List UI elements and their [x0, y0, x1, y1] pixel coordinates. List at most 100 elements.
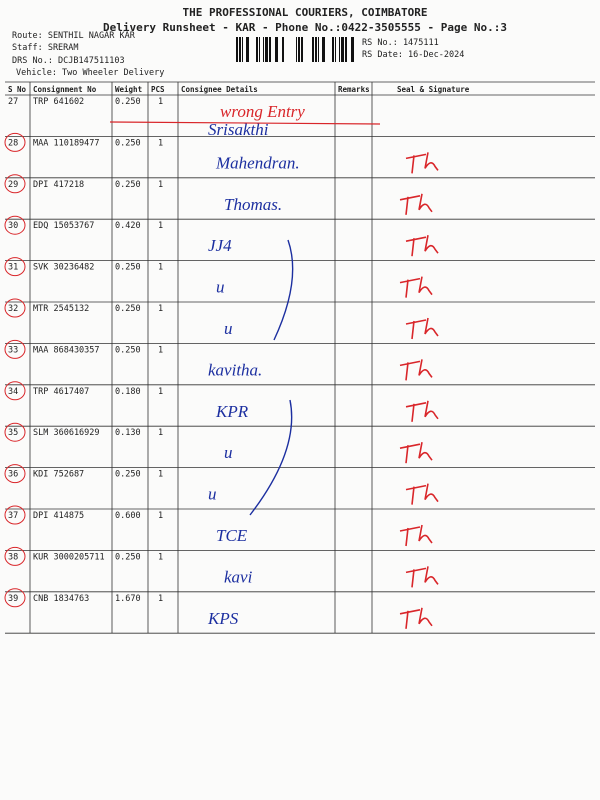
column-header: Consignment No — [33, 85, 97, 94]
rs-no: RS No.: 1475111 — [362, 38, 439, 48]
cell: KDI 752687 — [33, 470, 84, 480]
handwritten-consignee: TCE — [216, 526, 248, 545]
signature — [399, 276, 433, 298]
subtitle: Delivery Runsheet - KAR - Phone No.:0422… — [103, 21, 507, 34]
barcode-bar — [256, 37, 258, 62]
correction-note: wrong Entry — [220, 102, 305, 121]
column-header: S No — [8, 85, 27, 94]
serial-circle — [4, 546, 26, 566]
serial-circle — [4, 215, 26, 235]
barcode-bar — [341, 37, 344, 62]
handwritten-consignee: Srisakthi — [208, 120, 269, 139]
cell: 0.250 — [115, 180, 141, 190]
staff: Staff: SRERAM — [12, 43, 79, 53]
cell: 35 — [8, 428, 18, 438]
cell: 1 — [158, 263, 163, 273]
barcode-bar — [322, 37, 325, 62]
handwritten-consignee: KPS — [207, 609, 239, 628]
cell: 1.670 — [115, 594, 141, 604]
signature — [405, 317, 439, 340]
cell: 27 — [8, 97, 18, 107]
barcode — [236, 37, 354, 62]
rs-date: RS Date: 16-Dec-2024 — [362, 50, 464, 60]
cell: 0.420 — [115, 221, 141, 231]
barcode-bar — [318, 37, 319, 62]
signature — [399, 359, 433, 381]
barcode-bar — [263, 37, 264, 62]
barcode-bar — [296, 37, 297, 62]
signature — [405, 566, 439, 588]
cell: 0.250 — [115, 138, 141, 148]
signature — [405, 483, 439, 505]
cell: 32 — [8, 304, 18, 314]
barcode-bar — [246, 37, 249, 62]
cell: 0.180 — [115, 387, 141, 397]
barcode-bar — [239, 37, 241, 62]
signature — [405, 152, 439, 174]
cell: 1 — [158, 511, 163, 521]
handwritten-consignee: u — [224, 443, 233, 462]
cell: 1 — [158, 552, 163, 562]
barcode-bar — [242, 37, 243, 62]
cell: MAA 110189477 — [33, 138, 100, 148]
signature — [399, 442, 433, 464]
cell: 30 — [8, 221, 18, 231]
cell: 0.130 — [115, 428, 141, 438]
vehicle: Vehicle: Two Wheeler Delivery — [16, 68, 164, 78]
barcode-bar — [275, 37, 278, 62]
cell: 1 — [158, 470, 163, 480]
serial-circle — [4, 257, 26, 277]
barcode-bar — [236, 37, 238, 62]
handwritten-consignee: kavitha. — [208, 360, 262, 379]
barcode-bar — [298, 37, 300, 62]
drs-no: DRS No.: DCJB147511103 — [12, 56, 125, 66]
handwritten-consignee: u — [216, 278, 225, 297]
cell: SLM 360616929 — [33, 428, 100, 438]
cell: MTR 2545132 — [33, 304, 89, 314]
cell: 0.250 — [115, 552, 141, 562]
cell: 1 — [158, 428, 163, 438]
cell: 1 — [158, 594, 163, 604]
signature — [405, 400, 439, 422]
signature — [399, 524, 433, 547]
correction-underline — [109, 121, 381, 125]
barcode-bar — [345, 37, 347, 62]
cell: 31 — [8, 263, 18, 273]
cell: 33 — [8, 345, 18, 355]
route: Route: SENTHIL NAGAR KAR — [12, 31, 136, 41]
barcode-bar — [265, 37, 268, 62]
serial-circle — [4, 422, 26, 442]
cell: DPI 417218 — [33, 180, 84, 190]
barcode-bar — [301, 37, 303, 62]
barcode-bar — [282, 37, 284, 62]
column-header: Weight — [115, 85, 142, 94]
barcode-bar — [332, 37, 334, 62]
cell: TRP 4617407 — [33, 387, 89, 397]
cell: SVK 30236482 — [33, 263, 94, 273]
cell: 1 — [158, 387, 163, 397]
cell: DPI 414875 — [33, 511, 84, 521]
serial-circle — [4, 381, 26, 401]
title: THE PROFESSIONAL COURIERS, COIMBATORE — [182, 6, 427, 19]
cell: 0.250 — [115, 263, 141, 273]
column-header: Remarks — [338, 85, 370, 94]
cell: TRP 641602 — [33, 97, 84, 107]
ditto-bracket — [249, 399, 293, 516]
cell: 1 — [158, 180, 163, 190]
cell: 29 — [8, 180, 18, 190]
handwritten-consignee: u — [208, 485, 217, 504]
serial-circle — [4, 339, 26, 359]
cell: 1 — [158, 97, 163, 107]
cell: CNB 1834763 — [33, 594, 89, 604]
cell: 1 — [158, 138, 163, 148]
serial-circle — [4, 588, 26, 608]
handwritten-consignee: u — [224, 319, 233, 338]
signature — [399, 607, 433, 629]
signature — [399, 193, 433, 215]
handwritten-consignee: JJ4 — [208, 236, 232, 255]
cell: 34 — [8, 387, 18, 397]
serial-circle — [4, 174, 26, 194]
handwritten-consignee: KPR — [215, 402, 249, 421]
